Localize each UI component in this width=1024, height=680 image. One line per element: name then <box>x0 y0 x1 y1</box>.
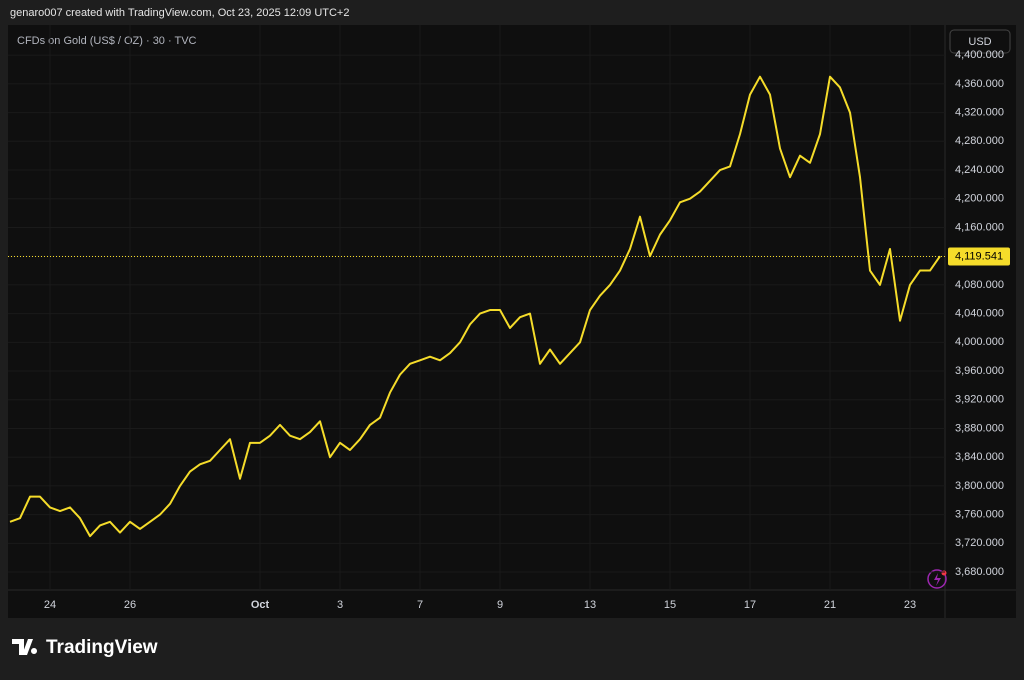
y-tick-label: 4,160.000 <box>955 221 1004 233</box>
y-tick-label: 4,280.000 <box>955 135 1004 147</box>
currency-label[interactable]: USD <box>968 36 991 48</box>
plot: 3,680.000 3,720.000 3,760.000 3,800.000 3,84… <box>8 25 1010 611</box>
y-tick-label: 4,400.000 <box>955 49 1004 61</box>
x-tick-label: 17 <box>744 599 756 611</box>
y-tick-label: 4,080.000 <box>955 279 1004 291</box>
x-tick-label: 7 <box>417 599 423 611</box>
x-tick-label: 3 <box>337 599 343 611</box>
y-tick-label: 3,760.000 <box>955 509 1004 521</box>
y-tick-label: 3,880.000 <box>955 422 1004 434</box>
alert-bolt <box>934 573 941 586</box>
y-tick-label: 4,000.000 <box>955 336 1004 348</box>
chart-pane <box>8 25 1016 618</box>
y-tick-label: 3,720.000 <box>955 537 1004 549</box>
last-price-label: 4,119.541 <box>955 250 1003 262</box>
x-tick-label: Oct <box>251 599 270 611</box>
alert-dot <box>941 570 947 576</box>
x-tick-label: 23 <box>904 599 916 611</box>
currency-button[interactable] <box>949 29 1011 54</box>
y-tick-label: 3,800.000 <box>955 480 1004 492</box>
x-tick-label: 15 <box>664 599 676 611</box>
y-tick-label: 3,960.000 <box>955 365 1004 377</box>
y-tick-label: 4,040.000 <box>955 308 1004 320</box>
alert-icon[interactable] <box>927 569 947 589</box>
y-tick-label: 3,920.000 <box>955 394 1004 406</box>
brand-name: TradingView <box>46 637 158 658</box>
y-tick-label: 4,240.000 <box>955 164 1004 176</box>
x-tick-label: 13 <box>584 599 596 611</box>
y-tick-label: 4,320.000 <box>955 106 1004 118</box>
x-tick-label: 21 <box>824 599 836 611</box>
header-text: genaro007 created with TradingView.com, … <box>10 7 349 19</box>
y-tick-label: 3,840.000 <box>955 451 1004 463</box>
brand-logo: TradingView <box>12 637 158 658</box>
y-tick-label: 3,680.000 <box>955 566 1004 578</box>
x-tick-label: 9 <box>497 599 503 611</box>
price-line <box>9 75 941 538</box>
last-price-box <box>948 247 1010 266</box>
chart-title: CFDs on Gold (US$ / OZ) · 30 · TVC <box>17 35 197 47</box>
x-tick-label: 26 <box>124 599 136 611</box>
y-tick-label: 4,200.000 <box>955 193 1004 205</box>
y-tick-label: 4,360.000 <box>955 78 1004 90</box>
x-tick-label: 24 <box>44 599 56 611</box>
logo-mark <box>12 639 38 655</box>
